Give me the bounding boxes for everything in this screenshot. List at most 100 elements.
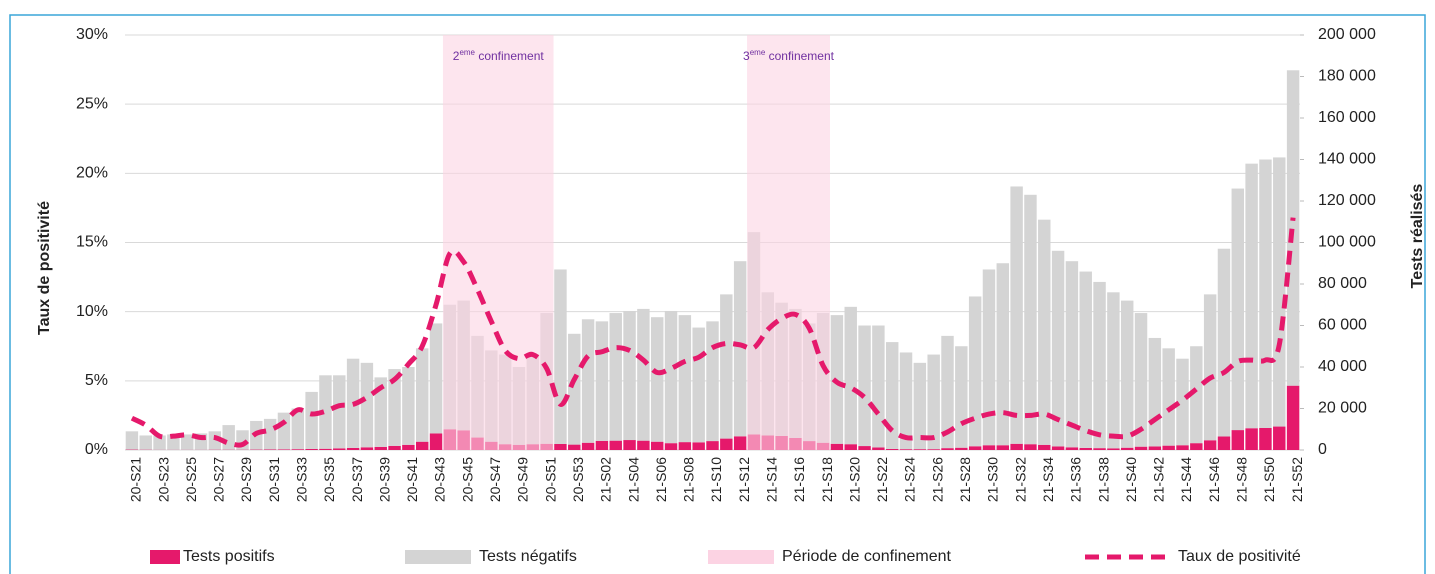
- bar-segment: [402, 444, 415, 450]
- bar-segment: [1231, 430, 1245, 450]
- period-label-sup: eme: [750, 48, 766, 57]
- bar-segment: [844, 444, 857, 450]
- bar-segment: [692, 327, 705, 443]
- bar-segment: [1148, 337, 1162, 447]
- y-tick-label: 10%: [76, 303, 108, 320]
- x-tick-label: 21-S28: [957, 457, 973, 502]
- bar-segment: [1259, 428, 1272, 450]
- x-tick-label: 21-S26: [929, 457, 945, 502]
- bar-segment: [1051, 250, 1065, 447]
- x-tick-label: 21-S44: [1178, 457, 1194, 502]
- bar-segment: [720, 294, 733, 439]
- bar-segment: [429, 323, 443, 434]
- bar-segment: [720, 438, 733, 450]
- bar-segment: [1107, 448, 1120, 450]
- y-tick-label: 25%: [76, 95, 108, 112]
- bar-segment: [374, 446, 387, 450]
- legend-swatch: [150, 550, 180, 564]
- bar-segment: [1176, 445, 1189, 450]
- x-tick-label: 20-S41: [404, 457, 420, 502]
- bar-segment: [941, 448, 954, 450]
- y-tick-label: 15%: [76, 234, 108, 251]
- bar-segment: [1203, 294, 1217, 441]
- bar-segment: [872, 325, 885, 448]
- bar-segment: [844, 306, 857, 445]
- bar-segment: [664, 310, 678, 444]
- bar-segment: [885, 448, 899, 450]
- bar-segment: [291, 408, 305, 450]
- bar-segment: [1079, 447, 1092, 450]
- y2-tick-label: 180 000: [1318, 68, 1376, 85]
- bar-segment: [1217, 436, 1231, 450]
- bar-segment: [678, 442, 692, 450]
- x-tick-label: 20-S37: [349, 457, 365, 502]
- x-tick-label: 20-S47: [487, 457, 503, 502]
- bar-segment: [1120, 447, 1134, 450]
- bar-segment: [1010, 443, 1023, 450]
- legend-label: Tests positifs: [183, 548, 275, 565]
- period-label-num: 2: [453, 49, 460, 63]
- bar-segment: [595, 321, 609, 441]
- bar-segment: [664, 443, 678, 450]
- x-tick-label: 21-S04: [625, 457, 641, 502]
- bar-segment: [305, 448, 318, 450]
- x-tick-label: 21-S48: [1233, 457, 1249, 502]
- y-tick-label: 0%: [85, 441, 108, 458]
- bar-segment: [899, 352, 913, 450]
- bar-segment: [858, 446, 871, 450]
- bar-segment: [1190, 443, 1203, 450]
- x-tick-label: 21-S14: [763, 457, 779, 502]
- y2-tick-label: 20 000: [1318, 400, 1367, 417]
- x-tick-label: 21-S40: [1123, 457, 1139, 502]
- x-tick-label: 21-S10: [708, 457, 724, 502]
- legend-swatch: [708, 550, 774, 564]
- bar-segment: [1286, 385, 1300, 450]
- bar-segment: [968, 446, 982, 450]
- y2-tick-label: 120 000: [1318, 192, 1376, 209]
- x-tick-label: 20-S27: [211, 457, 227, 502]
- bar-segment: [415, 348, 429, 442]
- bar-segment: [263, 418, 277, 450]
- bar-segment: [637, 440, 650, 450]
- y2-tick-label: 80 000: [1318, 275, 1367, 292]
- bar-segment: [733, 261, 747, 437]
- bar-segment: [568, 333, 581, 445]
- bar-segment: [1203, 440, 1217, 450]
- bar-segment: [1024, 444, 1037, 450]
- bar-segment: [927, 354, 940, 450]
- bar-segment: [263, 449, 277, 450]
- x-tick-label: 21-S02: [598, 457, 614, 502]
- bar-segment: [222, 425, 235, 450]
- bar-segment: [1010, 186, 1023, 444]
- y2-axis-title: Tests réalisés: [1409, 184, 1426, 289]
- y2-tick-label: 140 000: [1318, 151, 1376, 168]
- rate-line: [130, 217, 1296, 448]
- bar-segment: [1051, 446, 1065, 450]
- bar-segment: [595, 440, 609, 450]
- bar-segment: [139, 435, 152, 450]
- bar-segment: [609, 313, 622, 441]
- bar-segment: [1273, 157, 1286, 427]
- y2-tick-label: 40 000: [1318, 358, 1367, 375]
- bar-segment: [913, 449, 927, 450]
- bar-segment: [650, 317, 664, 442]
- x-tick-label: 21-S12: [736, 457, 752, 502]
- bar-segment: [1134, 446, 1148, 450]
- bar-segment: [706, 321, 719, 442]
- bar-segment: [706, 441, 719, 450]
- legend-swatch: [405, 550, 471, 564]
- chart-border: [9, 14, 1426, 574]
- period-label-rest: confinement: [475, 49, 544, 63]
- y2-tick-label: 100 000: [1318, 234, 1376, 251]
- x-tick-label: 21-S50: [1261, 457, 1277, 502]
- x-tick-label: 21-S36: [1068, 457, 1084, 502]
- bar-segment: [899, 449, 913, 450]
- x-tick-label: 20-S45: [459, 457, 475, 502]
- x-tick-label: 20-S23: [155, 457, 171, 502]
- bar-segment: [402, 367, 415, 445]
- bar-segment: [1038, 219, 1051, 445]
- bar-segment: [1217, 248, 1231, 437]
- period-label-sup: eme: [459, 48, 475, 57]
- x-tick-label: 20-S49: [515, 457, 531, 502]
